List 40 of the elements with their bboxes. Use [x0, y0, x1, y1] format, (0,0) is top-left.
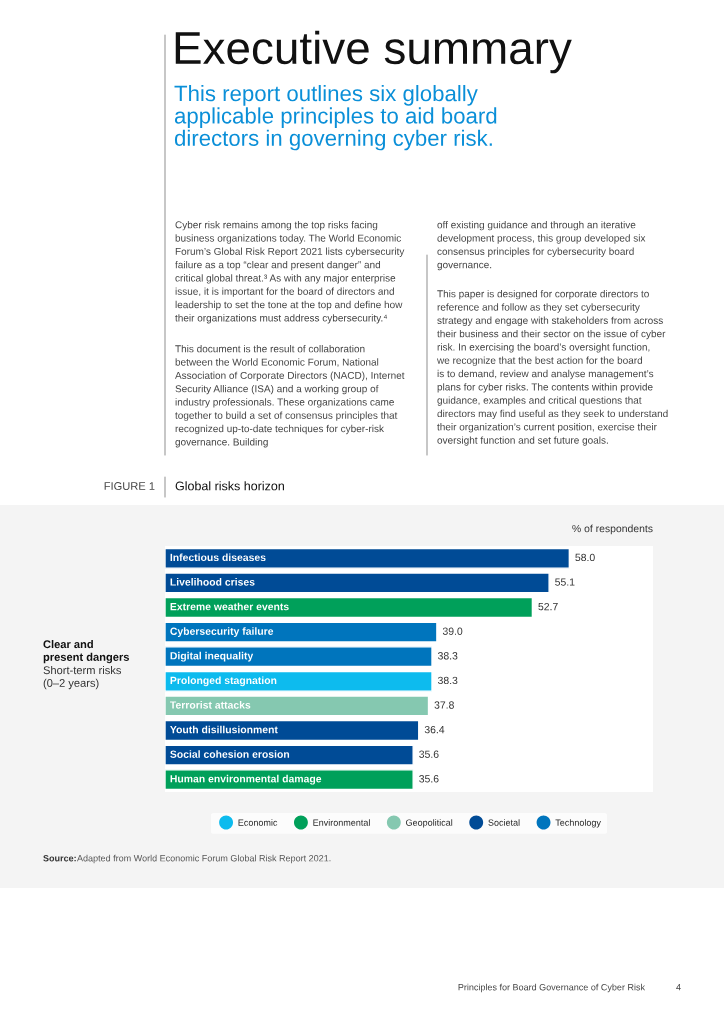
- y-tick-label: Infectious diseases: [170, 553, 266, 562]
- data-label: 52.7: [538, 602, 558, 611]
- text: This document is the result of collaboration between the World Economic Forum, National Association of Corporate Directors (NACD), Internet Security Alliance (ISA) and a working group of industry professionals. These organizations came together to build a set of consensus principles that recognized up-to-date techniques for cyber-risk governance. Building: [175, 345, 405, 448]
- y-tick-label: Social cohesion erosion: [170, 750, 290, 758]
- y-tick-label: Extreme weather events: [170, 602, 289, 611]
- data-label: 39.0: [442, 627, 463, 635]
- text: Cyber risk remains among the top risks facing business organizations today. The World Economic Forum’s Global Risk Report 2021 lists cybersecurity failure as a top “clear and present danger” and critical global threat.³ As with any major enterprise issue, it is important for the board of directors and leadership to set the tone at the top and define how their organizations must address cybersecurity.⁴: [175, 221, 405, 324]
- x-axis-title: % of respondents: [572, 524, 653, 535]
- y-tick-label: Livelihood crises: [170, 578, 255, 586]
- text: Adapted from World Economic Forum Global Risk Report 2021.: [77, 854, 331, 864]
- y-tick-label: Human environmental damage: [170, 774, 322, 785]
- y-tick-label: Cybersecurity failure: [170, 627, 274, 637]
- text: 4: [676, 984, 681, 991]
- text: This paper is designed for corporate directors to reference and follow as they set cybersecurity strategy and engage with stakeholders from across their business and their sector on the issue of cyber risk. In exercising the board’s oversight function, we recognize that the best action for the board is to demand, review and analyse management’s plans for cyber risks. The contents within provide guidance, examples and critical questions that directors may find useful as they seek to understand their organization’s current position, exercise their oversight function and set future goals.: [436, 290, 668, 446]
- text: Principles for Board Governance of Cyber Risk: [458, 983, 646, 993]
- data-label: 38.3: [437, 652, 458, 660]
- chart-title: Global risks horizon: [175, 481, 284, 491]
- legend-label: Technology: [555, 819, 601, 828]
- legend-label: Geopolitical: [406, 819, 453, 828]
- y-tick-label: Terrorist attacks: [170, 701, 251, 709]
- data-label: 35.6: [419, 750, 439, 758]
- text: off existing guidance and through an iterative development process, this group developed six consensus principles for cybersecurity board governance.: [437, 221, 646, 271]
- text: Executive summary: [175, 30, 572, 74]
- caption: FIGURE 1: [104, 482, 155, 490]
- data-label: 38.3: [437, 676, 458, 685]
- y-tick-label: Digital inequality: [170, 651, 254, 662]
- source-note: Source:: [43, 855, 76, 862]
- y-tick-label: Youth disillusionment: [170, 725, 278, 734]
- data-label: 37.8: [434, 701, 454, 709]
- data-label: 58.0: [575, 553, 595, 562]
- data-label: 35.6: [419, 775, 439, 783]
- legend-label: Societal: [488, 819, 520, 826]
- text: Short-term risks (0–2 years): [43, 666, 121, 690]
- y-tick-label: Prolonged stagnation: [170, 676, 277, 687]
- text: Clear and present dangers: [43, 640, 129, 664]
- legend-label: Environmental: [313, 819, 370, 826]
- text: This report outlines six globally applicable principles to aid board directors in governing cyber risk.: [174, 85, 497, 151]
- legend-label: Economic: [238, 819, 278, 826]
- data-label: 55.1: [555, 578, 575, 586]
- data-label: 36.4: [424, 725, 445, 734]
